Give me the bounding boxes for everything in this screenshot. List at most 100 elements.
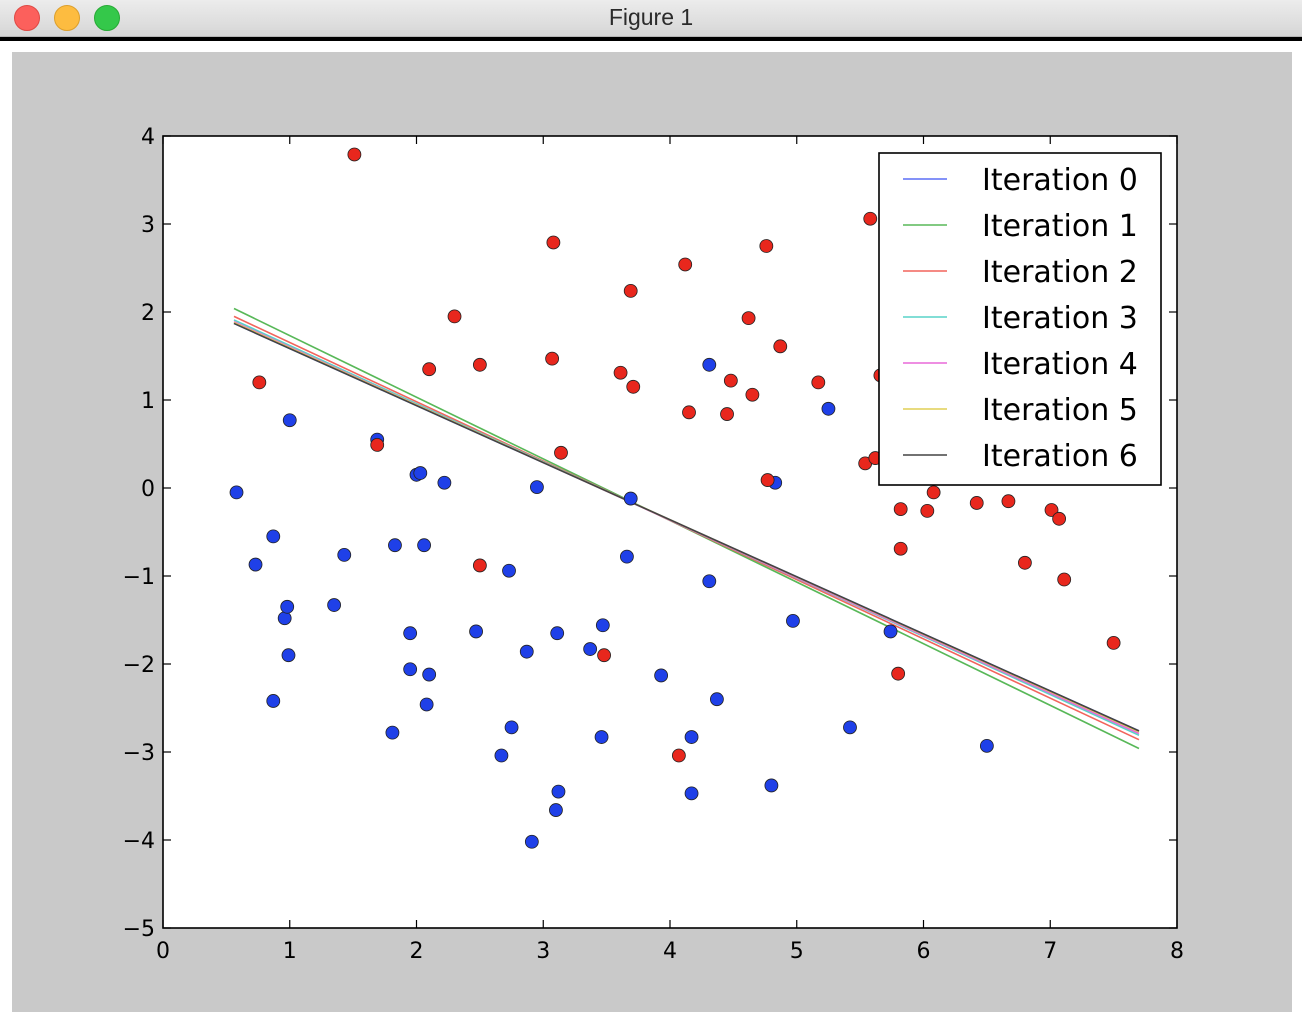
scatter-point bbox=[266, 529, 281, 544]
scatter-point bbox=[504, 720, 519, 735]
scatter-point bbox=[682, 405, 696, 420]
scatter-point bbox=[1106, 635, 1121, 650]
scatter-point bbox=[969, 496, 984, 510]
scatter-point bbox=[472, 558, 487, 573]
scatter-point bbox=[891, 666, 906, 681]
legend-label-iteration-0: Iteration 0 bbox=[982, 163, 1138, 198]
scatter-point bbox=[920, 503, 935, 518]
scatter-point bbox=[595, 618, 610, 633]
scatter-point bbox=[419, 697, 434, 712]
y-tick-label: 1 bbox=[141, 389, 155, 414]
scatter-point bbox=[413, 466, 428, 480]
scatter-point bbox=[926, 485, 941, 500]
scatter-point bbox=[417, 538, 432, 553]
scatter-point bbox=[684, 786, 699, 801]
x-tick-label: 3 bbox=[536, 939, 550, 964]
scatter-point bbox=[709, 692, 724, 707]
scatter-point bbox=[422, 667, 437, 682]
scatter-point bbox=[883, 624, 898, 639]
maximize-window-button[interactable] bbox=[94, 5, 120, 31]
scatter-point bbox=[370, 437, 385, 452]
scatter-plot: 0 1 2 3 4 5 6 7 8 −5 −4 −3 −2 −1 0 1 2 3 4 Iteration 0 Itera… bbox=[123, 125, 1184, 964]
scatter-point bbox=[702, 574, 717, 589]
scatter-point bbox=[773, 339, 788, 354]
x-tick-label: 0 bbox=[156, 939, 170, 964]
scatter-point bbox=[613, 365, 628, 380]
scatter-point bbox=[266, 694, 281, 708]
scatter-point bbox=[403, 626, 418, 641]
legend-box bbox=[878, 152, 1162, 486]
scatter-point bbox=[684, 730, 699, 744]
scatter-point bbox=[524, 834, 539, 849]
scatter-point bbox=[678, 257, 693, 272]
scatter-point bbox=[447, 309, 462, 324]
legend-label-iteration-1: Iteration 1 bbox=[982, 209, 1138, 244]
scatter-point bbox=[843, 720, 857, 735]
scatter-point bbox=[786, 613, 800, 628]
scatter-point bbox=[388, 538, 402, 553]
scatter-point bbox=[327, 598, 342, 612]
y-tick-label: −4 bbox=[123, 829, 155, 854]
x-tick-label: 7 bbox=[1043, 939, 1057, 964]
y-tick-label: 3 bbox=[141, 213, 155, 238]
scatter-point bbox=[702, 357, 717, 372]
scatter-point bbox=[723, 373, 738, 388]
scatter-point bbox=[545, 351, 560, 366]
scatter-point bbox=[671, 748, 686, 763]
scatter-point bbox=[385, 725, 400, 740]
scatter-point bbox=[229, 485, 244, 500]
scatter-point bbox=[546, 235, 561, 250]
scatter-point bbox=[597, 648, 611, 663]
legend-label-iteration-2: Iteration 2 bbox=[982, 255, 1138, 290]
scatter-point bbox=[623, 491, 638, 506]
scatter-point bbox=[502, 563, 516, 578]
legend-label-iteration-6: Iteration 6 bbox=[982, 439, 1138, 474]
scatter-point bbox=[277, 611, 292, 626]
scatter-point bbox=[760, 473, 775, 487]
scatter-point bbox=[337, 547, 352, 562]
scatter-point bbox=[620, 549, 634, 564]
scatter-point bbox=[530, 480, 544, 495]
scatter-point bbox=[893, 502, 908, 517]
scatter-point bbox=[252, 375, 267, 390]
y-tick-label: 2 bbox=[141, 301, 155, 326]
scatter-point bbox=[1052, 511, 1067, 526]
close-window-button[interactable] bbox=[14, 5, 40, 31]
scatter-point bbox=[282, 413, 297, 428]
scatter-point bbox=[583, 642, 598, 656]
x-tick-label: 4 bbox=[663, 939, 677, 964]
x-tick-label: 8 bbox=[1170, 939, 1184, 964]
scatter-point bbox=[1044, 503, 1059, 517]
legend-label-iteration-3: Iteration 3 bbox=[982, 301, 1138, 336]
scatter-point bbox=[550, 626, 565, 641]
y-tick-label: −2 bbox=[123, 653, 155, 678]
scatter-point bbox=[821, 401, 836, 416]
window-frame-border bbox=[0, 37, 1302, 41]
y-tick-label: −3 bbox=[123, 741, 155, 766]
scatter-point bbox=[494, 748, 509, 763]
scatter-point bbox=[519, 644, 534, 659]
x-tick-label: 5 bbox=[790, 939, 804, 964]
y-tick-label: 0 bbox=[141, 477, 155, 502]
scatter-point bbox=[1057, 572, 1072, 587]
scatter-point bbox=[422, 362, 437, 377]
scatter-point bbox=[403, 662, 418, 677]
figure-canvas: 0 1 2 3 4 5 6 7 8 −5 −4 −3 −2 −1 0 1 2 3 4 Iteration 0 Itera… bbox=[12, 52, 1292, 1012]
window-title: Figure 1 bbox=[608, 4, 694, 30]
scatter-point bbox=[248, 557, 263, 572]
x-tick-label: 6 bbox=[917, 939, 931, 964]
scatter-point bbox=[745, 387, 760, 402]
x-tick-label: 2 bbox=[410, 939, 424, 964]
scatter-point bbox=[759, 239, 774, 253]
scatter-point bbox=[979, 738, 994, 753]
legend-label-iteration-4: Iteration 4 bbox=[982, 347, 1138, 382]
scatter-point bbox=[549, 803, 563, 817]
scatter-point bbox=[551, 784, 566, 799]
x-tick-label: 1 bbox=[283, 939, 297, 964]
scatter-point bbox=[623, 283, 638, 298]
scatter-point bbox=[469, 624, 483, 639]
minimize-window-button[interactable] bbox=[54, 5, 80, 31]
scatter-point bbox=[280, 599, 295, 614]
scatter-point bbox=[893, 541, 908, 556]
scatter-point bbox=[594, 730, 609, 744]
